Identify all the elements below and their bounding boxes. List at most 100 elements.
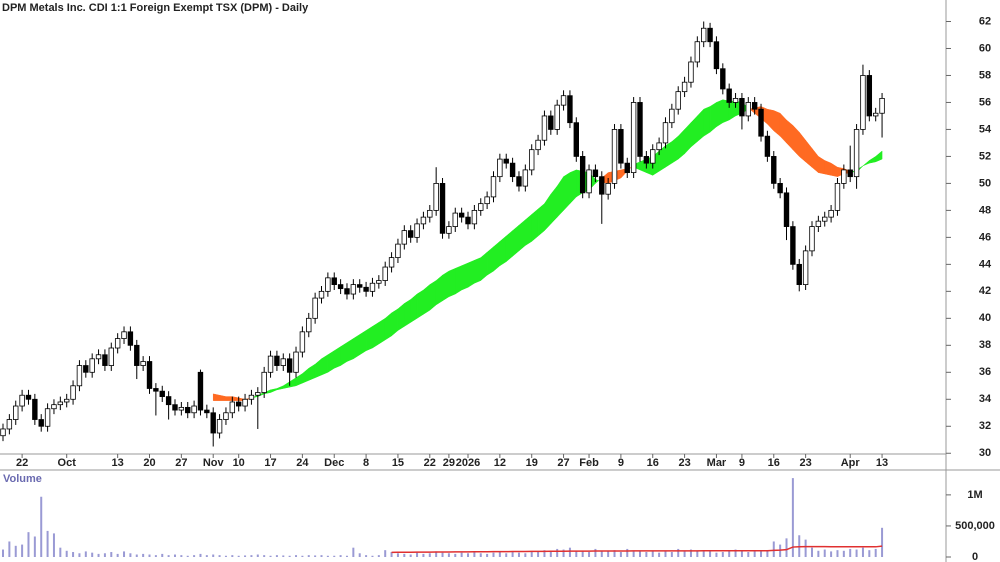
candle-body bbox=[751, 102, 758, 110]
candle-body bbox=[51, 404, 57, 410]
ribbon-segment bbox=[518, 219, 526, 252]
volume-bar bbox=[632, 550, 635, 557]
volume-bar bbox=[517, 552, 520, 557]
volume-bar bbox=[27, 532, 30, 557]
candle-body bbox=[669, 108, 675, 124]
volume-bar bbox=[823, 549, 826, 557]
volume-bar bbox=[874, 548, 877, 557]
y-tick-label: 50 bbox=[979, 177, 991, 189]
volume-bar bbox=[524, 553, 527, 557]
ribbon-segment bbox=[505, 230, 513, 263]
candle-body bbox=[108, 347, 114, 366]
volume-bar bbox=[881, 527, 884, 557]
candle-body bbox=[675, 91, 681, 110]
candle-body bbox=[102, 354, 108, 366]
x-tick-label: 2026 bbox=[456, 457, 480, 469]
candle-body bbox=[312, 297, 318, 319]
volume-bar bbox=[511, 552, 514, 557]
volume-bar bbox=[804, 539, 807, 557]
candle-body bbox=[248, 394, 255, 400]
x-tick-label: 22 bbox=[424, 457, 436, 469]
volume-bar bbox=[103, 553, 106, 557]
candle-body bbox=[656, 142, 662, 151]
candle-body bbox=[146, 361, 153, 389]
volume-bar bbox=[486, 553, 489, 557]
volume-bar bbox=[677, 548, 680, 557]
ribbon-segment bbox=[461, 262, 469, 291]
candle-body bbox=[350, 284, 357, 295]
volume-bar bbox=[173, 554, 176, 557]
candle-body bbox=[490, 176, 497, 198]
candle-body bbox=[344, 288, 350, 295]
candle-body bbox=[866, 75, 873, 117]
ribbon-segment bbox=[333, 346, 341, 369]
volume-bar bbox=[842, 550, 845, 557]
ribbon-segment bbox=[474, 257, 481, 284]
candle-body bbox=[331, 277, 337, 285]
candle-body bbox=[6, 419, 13, 430]
volume-bar bbox=[447, 553, 450, 557]
candle-body bbox=[306, 317, 312, 333]
ribbon-segment bbox=[824, 160, 832, 176]
volume-bar bbox=[817, 550, 820, 557]
x-tick-label: 15 bbox=[392, 457, 404, 469]
x-tick-label: 13 bbox=[112, 457, 124, 469]
ribbon-segment bbox=[665, 141, 673, 168]
volume-bar bbox=[441, 552, 444, 557]
ribbon-segment bbox=[378, 317, 386, 345]
volume-bar bbox=[473, 552, 476, 557]
candle-body bbox=[235, 401, 242, 407]
volume-bar bbox=[543, 550, 546, 557]
volume-bar bbox=[295, 555, 298, 557]
candle-body bbox=[25, 394, 32, 400]
ribbon-segment bbox=[537, 203, 545, 237]
candle-body bbox=[153, 388, 159, 392]
candle-body bbox=[478, 203, 484, 211]
candle-body bbox=[414, 223, 420, 238]
volume-bar bbox=[212, 554, 215, 557]
candle-body bbox=[32, 398, 38, 420]
volume-bar bbox=[728, 551, 731, 557]
ribbon-segment bbox=[365, 325, 373, 352]
volume-bar bbox=[250, 555, 253, 557]
candle-body bbox=[191, 405, 197, 414]
candle-body bbox=[165, 396, 172, 406]
volume-tick-label: 0 bbox=[972, 551, 978, 562]
ribbon-segment bbox=[512, 224, 520, 257]
volume-bar bbox=[651, 550, 654, 557]
candle-body bbox=[567, 95, 573, 124]
volume-bar bbox=[224, 555, 227, 557]
x-tick-label: 22 bbox=[16, 457, 28, 469]
candle-body bbox=[13, 405, 19, 420]
volume-bar bbox=[33, 536, 36, 557]
candle-body bbox=[363, 286, 369, 292]
volume-bar bbox=[568, 547, 571, 557]
volume-bar bbox=[836, 550, 839, 557]
volume-bar bbox=[205, 555, 208, 557]
volume-bar bbox=[180, 555, 183, 557]
candle-body bbox=[242, 398, 248, 407]
volume-bar bbox=[772, 541, 775, 557]
ribbon-segment bbox=[353, 334, 360, 360]
candle-body bbox=[407, 230, 414, 238]
ribbon-segment bbox=[716, 99, 724, 128]
candle-body bbox=[159, 390, 165, 397]
volume-bar bbox=[422, 553, 425, 557]
ribbon-segment bbox=[359, 330, 367, 356]
volume-bar bbox=[467, 553, 470, 557]
candle-body bbox=[369, 282, 376, 292]
candle-body bbox=[834, 183, 841, 211]
x-tick-label: Oct bbox=[58, 457, 77, 469]
volume-bar bbox=[715, 552, 718, 557]
candle-body bbox=[497, 158, 503, 178]
ribbon-segment bbox=[404, 298, 411, 327]
candle-body bbox=[828, 209, 834, 218]
volume-bar bbox=[613, 550, 616, 557]
y-tick-label: 54 bbox=[979, 123, 992, 135]
ribbon-segment bbox=[703, 106, 711, 137]
candle-body bbox=[516, 176, 522, 187]
volume-bar bbox=[275, 555, 278, 557]
x-tick-label: 24 bbox=[296, 457, 309, 469]
volume-bar bbox=[142, 553, 145, 557]
